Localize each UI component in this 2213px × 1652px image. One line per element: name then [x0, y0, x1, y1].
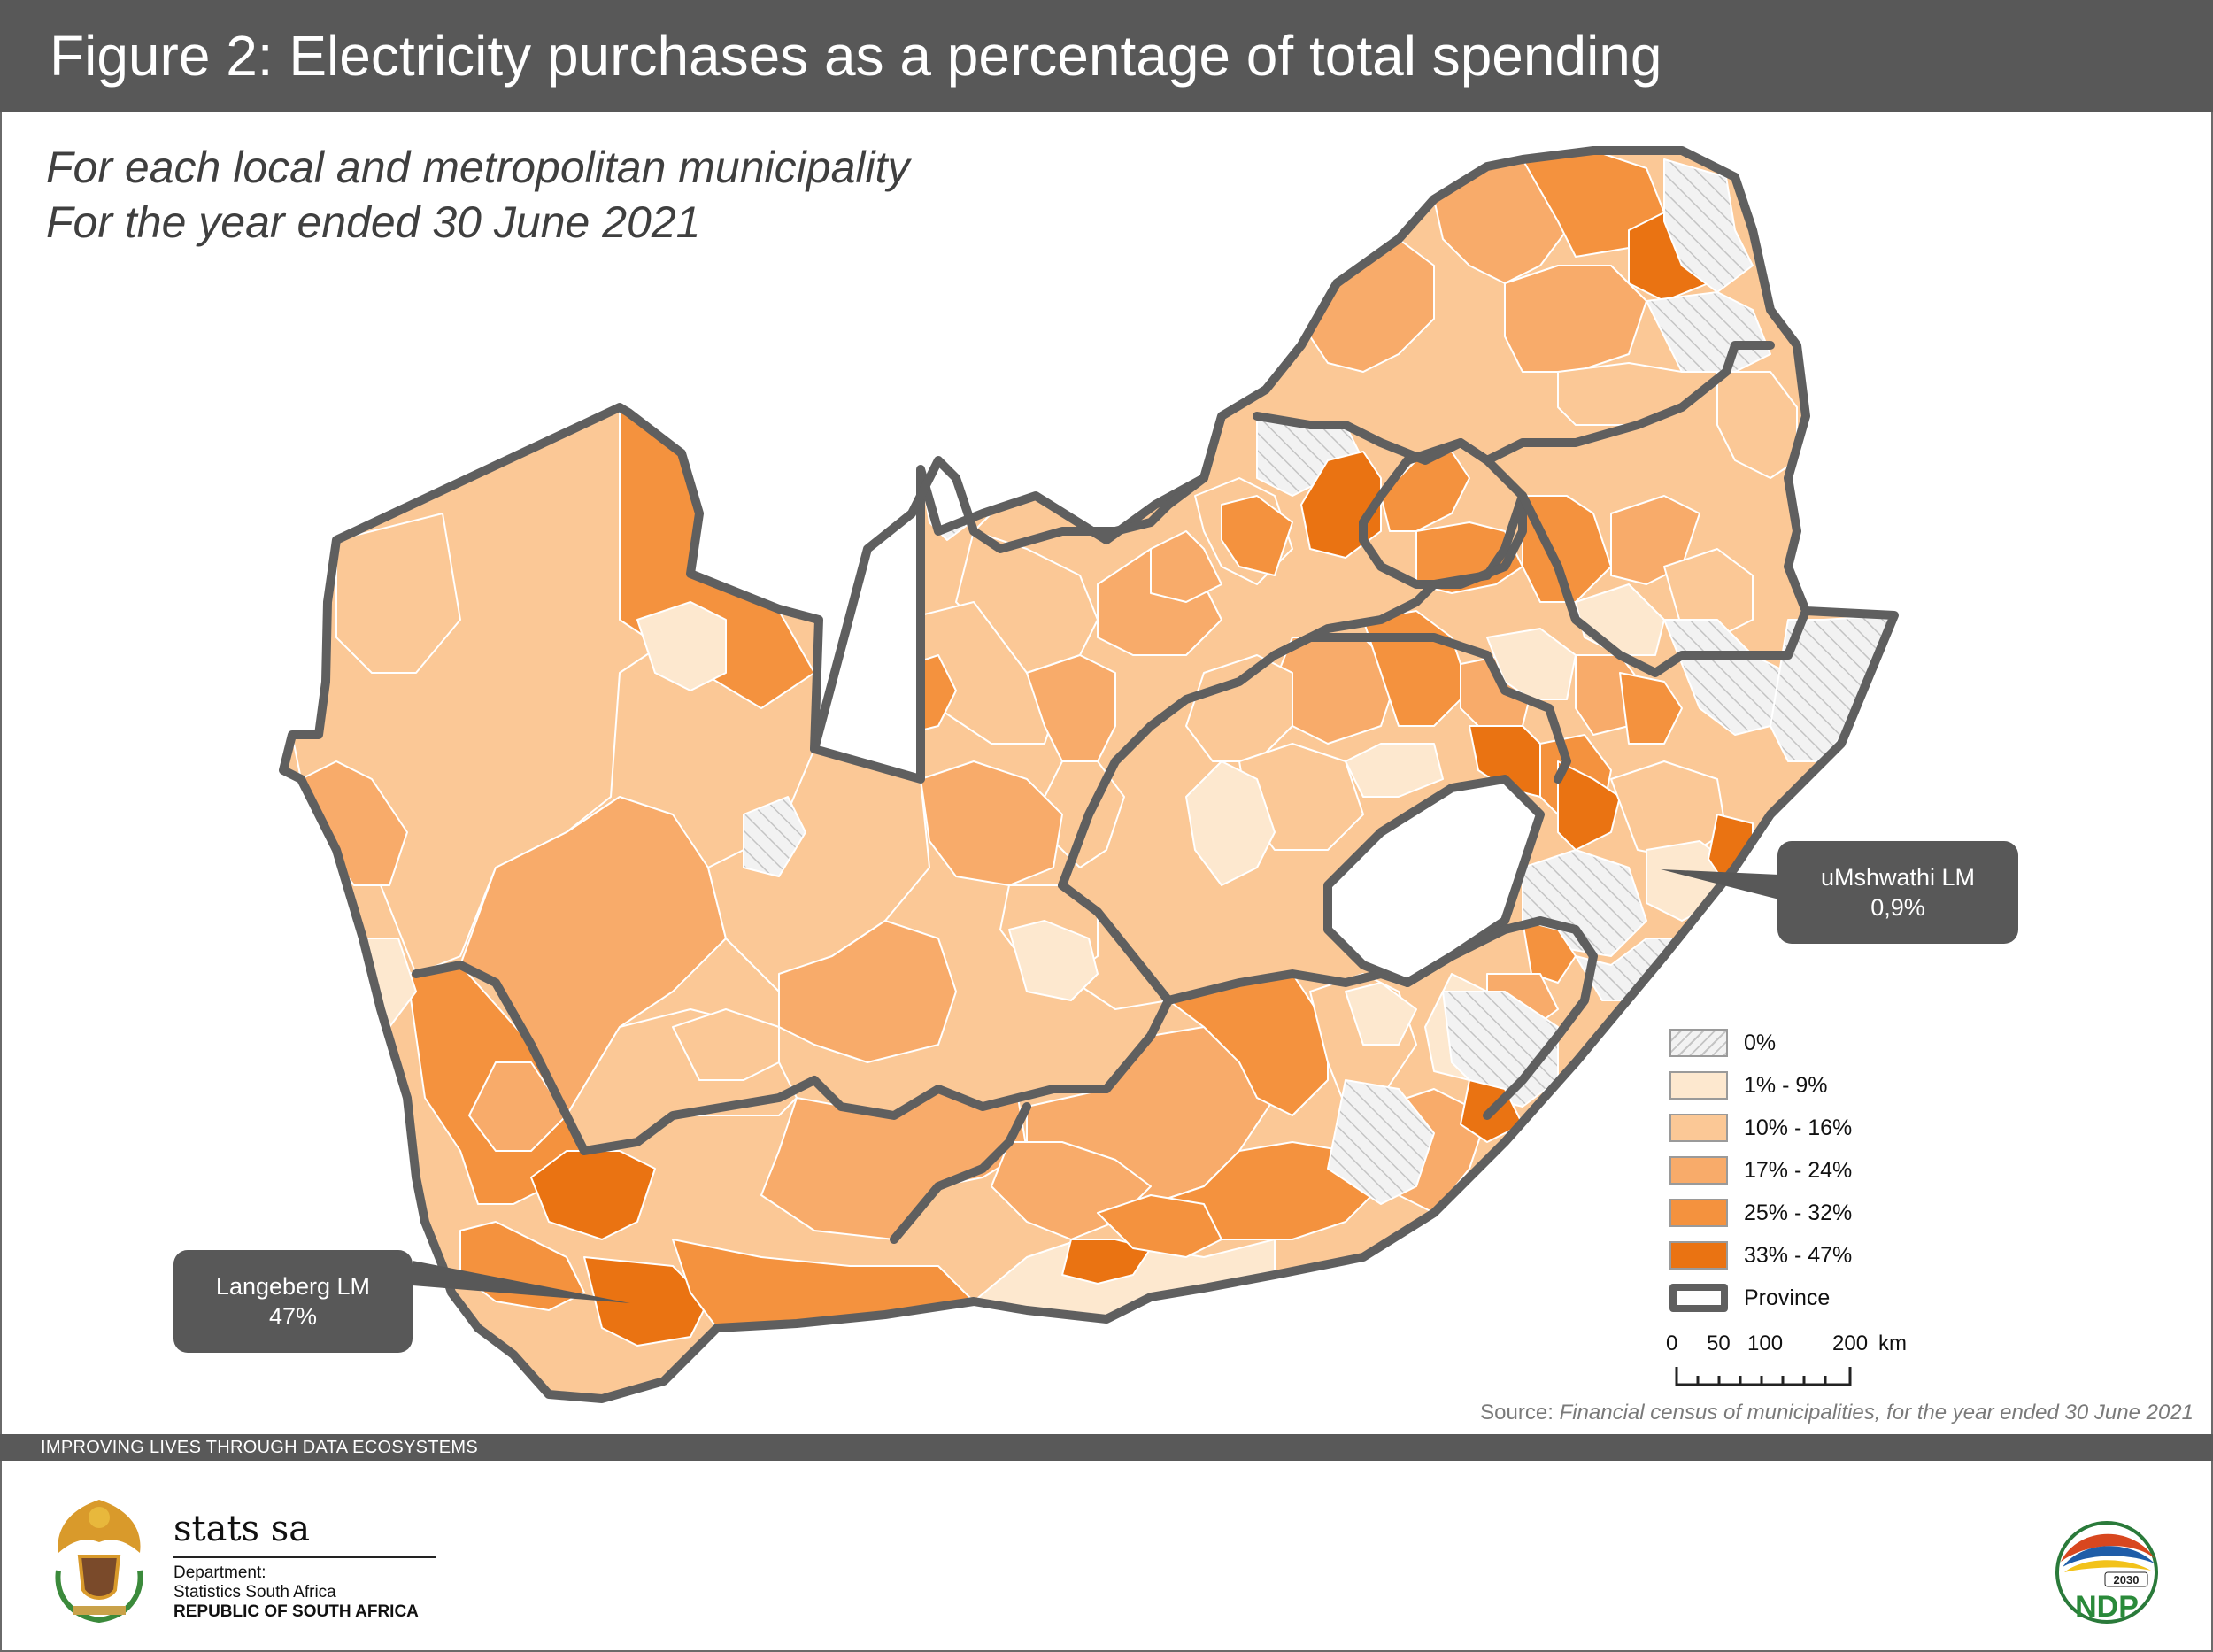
scale-tick-0: 0	[1666, 1332, 1678, 1355]
legend-label-1: 1% - 9%	[1744, 1073, 1828, 1098]
legend-swatch-1	[1669, 1071, 1728, 1100]
title-bar: Figure 2: Electricity purchases as a per…	[0, 0, 2213, 112]
border-mpumalanga-kzn	[1518, 491, 1810, 677]
municipality-region	[1557, 760, 1621, 851]
scale-unit: km	[1878, 1332, 1907, 1355]
municipality-region	[1522, 495, 1612, 603]
municipality-region	[1619, 672, 1683, 745]
municipality-region	[707, 748, 930, 992]
org-rule	[173, 1556, 436, 1558]
municipality-region	[468, 1061, 567, 1152]
legend-swatch-0	[1669, 1029, 1728, 1057]
scale-tick-50: 50	[1707, 1332, 1731, 1355]
ndp-badge-text: NDP	[2075, 1590, 2139, 1624]
legend-label-0: 0%	[1744, 1031, 1777, 1055]
municipality-region	[530, 1150, 656, 1240]
footer-tagline: IMPROVING LIVES THROUGH DATA ECOSYSTEMS	[41, 1438, 479, 1457]
municipality-region	[1504, 265, 1647, 373]
org-line-3: REPUBLIC OF SOUTH AFRICA	[173, 1602, 419, 1621]
municipality-region	[778, 920, 957, 1063]
south-africa-choropleth-map	[279, 146, 1899, 1403]
scale-bar: 0 50 100 200 km	[1666, 1332, 1953, 1393]
umshwathi-value: 0,9%	[1870, 894, 1925, 921]
source-note: Source: Financial census of municipaliti…	[1480, 1401, 2194, 1425]
municipality-region	[1646, 291, 1771, 373]
municipality-region	[1221, 495, 1293, 576]
legend-swatch-2	[1669, 1114, 1728, 1142]
langeberg-callout: Langeberg LM 47%	[173, 1250, 413, 1353]
legend-swatch-4	[1669, 1199, 1728, 1227]
municipality-region	[1008, 920, 1099, 1001]
subtitle-line-1: For each local and metropolitan municipa…	[46, 143, 910, 192]
org-line-2: Statistics South Africa	[173, 1583, 336, 1602]
border-free-state-gauteng	[1270, 491, 1527, 660]
langeberg-value: 47%	[268, 1303, 318, 1330]
municipality-region	[1770, 614, 1894, 762]
municipality-region	[1345, 982, 1417, 1046]
org-name: stats sa	[173, 1509, 311, 1549]
border-free-state-eastern-cape	[1164, 969, 1412, 1005]
border-northern-cape-free-state	[1058, 633, 1571, 1005]
border-kzn-eastern-cape	[1403, 916, 1598, 1120]
legend-swatch-province	[1669, 1284, 1728, 1312]
municipality-region	[1716, 371, 1798, 479]
legend-label-4: 25% - 32%	[1744, 1200, 1853, 1225]
legend-swatch-3	[1669, 1156, 1728, 1185]
umshwathi-callout: uMshwathi LM 0,9%	[1777, 841, 2018, 944]
municipality-region	[1327, 1079, 1435, 1205]
legend-label-2: 10% - 16%	[1744, 1115, 1853, 1140]
umshwathi-callout-pointer	[1661, 869, 1779, 899]
lesotho	[1323, 775, 1545, 987]
municipality-region	[583, 1256, 709, 1347]
border-northern-cape-north-west	[810, 456, 1208, 753]
municipality-region	[335, 513, 461, 674]
legend-label-province: Province	[1744, 1285, 1831, 1310]
municipality-region	[1097, 1194, 1222, 1258]
border-northern-cape-western-cape	[412, 961, 1173, 1155]
stats-sa-logo: stats sa Department: Statistics South Af…	[173, 1509, 436, 1622]
footer-strip: IMPROVING LIVES THROUGH DATA ECOSYSTEMS	[0, 1434, 2213, 1461]
scale-tick-100: 100	[1747, 1332, 1784, 1355]
municipality-region	[1663, 158, 1754, 293]
org-line-1: Department:	[173, 1563, 266, 1582]
municipality-region	[672, 1008, 780, 1081]
legend-swatch-5	[1669, 1241, 1728, 1270]
langeberg-name: Langeberg LM	[215, 1273, 371, 1300]
border-north-west-limpopo	[1253, 341, 1775, 465]
municipality-region	[743, 796, 806, 877]
ndp-year: 2030	[2114, 1573, 2140, 1586]
source-prefix: Source:	[1480, 1401, 1554, 1424]
municipality-region	[1345, 743, 1444, 798]
municipality-region	[1026, 654, 1116, 762]
municipality-region	[1185, 760, 1276, 886]
coat-of-arms-icon	[55, 1500, 143, 1624]
municipality-region	[636, 601, 727, 691]
municipality-region	[1185, 654, 1293, 762]
legend-label-3: 17% - 24%	[1744, 1158, 1853, 1183]
legend-label-5: 33% - 47%	[1744, 1243, 1853, 1268]
municipality-region	[920, 760, 1063, 886]
umshwathi-name: uMshwathi LM	[1820, 864, 1976, 891]
source-text: Financial census of municipalities, for …	[1559, 1401, 2194, 1424]
langeberg-callout-pointer	[413, 1261, 630, 1303]
scale-bar-graphic	[1675, 1367, 1852, 1386]
municipality-region	[1150, 530, 1222, 603]
subtitle-line-2: For the year ended 30 June 2021	[46, 197, 701, 247]
scale-tick-200: 200	[1832, 1332, 1869, 1355]
border-western-cape-eastern-cape	[890, 1102, 1031, 1244]
municipality-region	[1061, 1239, 1152, 1285]
ndp-2030-logo-icon: 2030 NDP	[2055, 1521, 2158, 1624]
figure-title: Figure 2: Electricity purchases as a per…	[50, 24, 1662, 88]
